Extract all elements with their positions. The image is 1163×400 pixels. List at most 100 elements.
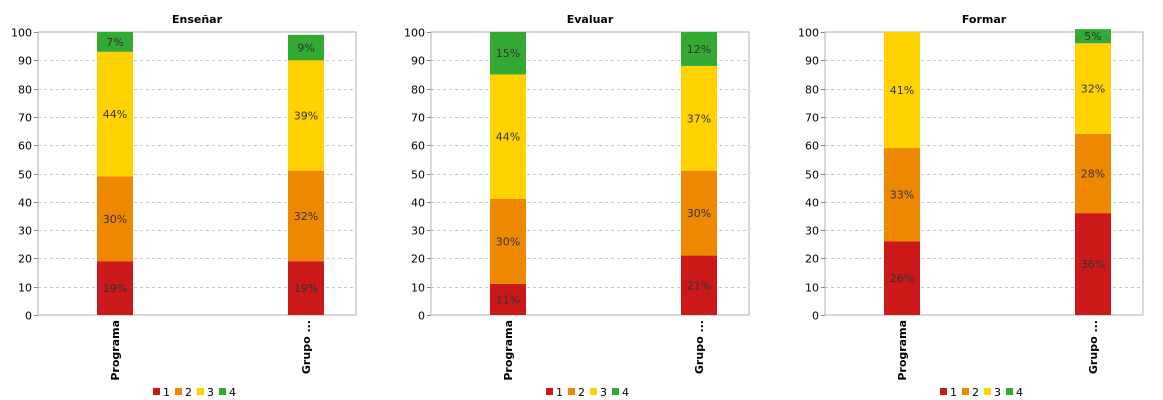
chart-panel-1: Enseñar010203040506070809010019%30%44%7%… [11, 13, 357, 399]
y-tick-label: 90 [805, 55, 819, 68]
legend-swatch-1 [940, 388, 947, 395]
bar-segment-1 [681, 255, 717, 315]
data-label: 32% [294, 210, 318, 223]
y-tick-label: 50 [18, 169, 32, 182]
y-tick-label: 80 [805, 84, 819, 97]
y-tick-label: 70 [805, 112, 819, 125]
legend-label: 4 [1016, 386, 1023, 399]
legend-label: 4 [229, 386, 236, 399]
bar-segment-1 [490, 283, 526, 315]
bar-segment-1 [97, 261, 133, 315]
data-label: 12% [687, 43, 711, 56]
data-label: 44% [496, 131, 520, 144]
data-label: 26% [890, 272, 914, 285]
bar-segment-4 [288, 34, 324, 61]
y-tick-label: 10 [411, 282, 425, 295]
y-tick-label: 70 [18, 112, 32, 125]
legend-swatch-4 [612, 388, 619, 395]
bar-segment-3 [1075, 43, 1111, 134]
y-tick-label: 30 [411, 225, 425, 238]
bar-segment-2 [490, 198, 526, 284]
legend-swatch-3 [590, 388, 597, 395]
legend-label: 3 [207, 386, 214, 399]
data-label: 37% [687, 112, 711, 125]
y-tick-label: 80 [18, 84, 32, 97]
y-tick-label: 10 [18, 282, 32, 295]
y-tick-label: 50 [411, 169, 425, 182]
y-tick-label: 40 [805, 197, 819, 210]
bar-segment-4 [681, 32, 717, 66]
bar-segment-3 [681, 65, 717, 171]
legend-swatch-4 [1006, 388, 1013, 395]
bar-segment-1 [884, 241, 920, 315]
data-label: 9% [297, 42, 314, 55]
legend-swatch-2 [568, 388, 575, 395]
bar-segment-3 [884, 32, 920, 149]
y-tick-label: 100 [404, 27, 425, 40]
data-label: 41% [890, 84, 914, 97]
legend-swatch-3 [984, 388, 991, 395]
legend-label: 1 [163, 386, 170, 399]
y-tick-label: 90 [18, 55, 32, 68]
data-label: 32% [1081, 83, 1105, 96]
data-label: 7% [106, 36, 123, 49]
legend-label: 3 [994, 386, 1001, 399]
legend-label: 1 [950, 386, 957, 399]
bar-segment-2 [884, 148, 920, 242]
bar-segment-1 [288, 261, 324, 315]
bar-segment-2 [288, 170, 324, 262]
y-tick-label: 0 [25, 310, 32, 323]
data-label: 15% [496, 47, 520, 60]
legend-swatch-1 [153, 388, 160, 395]
data-label: 11% [496, 293, 520, 306]
y-tick-label: 60 [18, 140, 32, 153]
y-tick-label: 30 [18, 225, 32, 238]
bar-segment-3 [490, 74, 526, 199]
data-label: 30% [496, 235, 520, 248]
y-tick-label: 0 [418, 310, 425, 323]
data-label: 44% [103, 108, 127, 121]
y-tick-label: 20 [805, 253, 819, 266]
category-label: Grupo ... [1087, 320, 1100, 374]
bar-segment-4 [490, 32, 526, 75]
legend-swatch-2 [175, 388, 182, 395]
chart-panel-2: Evaluar 0 10 20 30 40 50 60 70 80 90 100 11% 30% 44% 15… [404, 13, 750, 399]
legend-swatch-2 [962, 388, 969, 395]
y-tick-label: 10 [805, 282, 819, 295]
y-tick-label: 100 [798, 27, 819, 40]
bar-segment-2 [1075, 133, 1111, 214]
category-label: Grupo ... [693, 320, 706, 374]
y-tick-label: 90 [411, 55, 425, 68]
category-label: Grupo ... [300, 320, 313, 374]
chart-panel-3: Formar 0 10 20 30 40 50 60 70 80 90 100 26% 33% 41% Pro… [798, 13, 1144, 399]
bar-segment-3 [288, 60, 324, 171]
chart-title: Evaluar [567, 13, 614, 26]
data-label: 36% [1081, 258, 1105, 271]
bar-segment-2 [97, 176, 133, 262]
y-tick-label: 20 [411, 253, 425, 266]
chart-title: Formar [962, 13, 1007, 26]
legend-label: 3 [600, 386, 607, 399]
y-tick-label: 80 [411, 84, 425, 97]
y-tick-label: 60 [411, 140, 425, 153]
category-label: Programa [502, 320, 515, 381]
legend-label: 2 [185, 386, 192, 399]
bar-segment-1 [1075, 213, 1111, 315]
data-label: 33% [890, 189, 914, 202]
y-tick-label: 60 [805, 140, 819, 153]
data-label: 30% [687, 207, 711, 220]
y-tick-label: 0 [812, 310, 819, 323]
data-label: 19% [294, 282, 318, 295]
bar-segment-3 [97, 51, 133, 177]
legend-swatch-3 [197, 388, 204, 395]
data-label: 21% [687, 279, 711, 292]
legend-label: 2 [578, 386, 585, 399]
bar-segment-2 [681, 170, 717, 256]
data-label: 39% [294, 109, 318, 122]
y-tick-label: 40 [18, 197, 32, 210]
data-label: 5% [1084, 30, 1101, 43]
category-label: Programa [109, 320, 122, 381]
y-tick-label: 70 [411, 112, 425, 125]
